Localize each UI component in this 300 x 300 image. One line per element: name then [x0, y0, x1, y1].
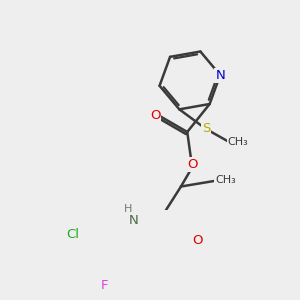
- Text: CH₃: CH₃: [228, 136, 248, 146]
- Text: N: N: [128, 214, 138, 226]
- Text: Cl: Cl: [66, 228, 79, 241]
- Text: N: N: [215, 69, 225, 82]
- Text: CH₃: CH₃: [215, 175, 236, 184]
- Text: S: S: [202, 122, 210, 135]
- Text: F: F: [100, 279, 108, 292]
- Text: O: O: [187, 158, 197, 171]
- Text: O: O: [193, 234, 203, 247]
- Text: O: O: [150, 109, 160, 122]
- Text: H: H: [124, 204, 132, 214]
